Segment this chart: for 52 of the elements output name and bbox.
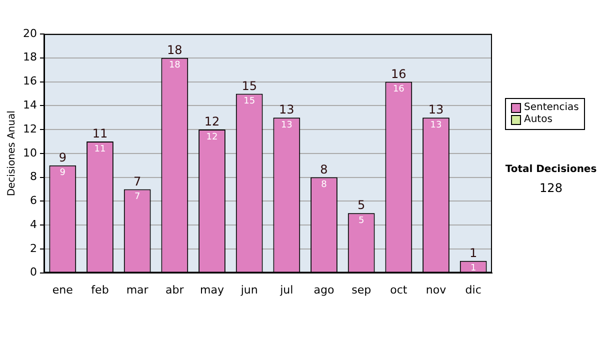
x-tick-label: feb	[91, 283, 109, 296]
data-label: 5	[358, 216, 364, 226]
x-tick-label: ene	[52, 283, 74, 296]
y-tick-label: 16	[22, 74, 37, 88]
x-tick-label: ago	[314, 283, 334, 296]
x-tick-label: oct	[390, 283, 408, 296]
data-label: 8	[321, 180, 328, 190]
total-label: 13	[428, 102, 444, 117]
data-label: 13	[280, 120, 292, 130]
x-tick-label: nov	[426, 283, 447, 296]
total-label: 11	[92, 126, 108, 141]
y-tick-label: 18	[22, 50, 37, 64]
data-label: 16	[392, 84, 405, 95]
y-tick-label: 20	[22, 26, 37, 40]
total-label: 5	[358, 198, 366, 212]
text: 128	[538, 181, 564, 195]
x-tick-label: mar	[126, 283, 149, 296]
data-label: 12	[206, 132, 218, 142]
y-tick-label: 14	[22, 98, 37, 112]
y-tick-label: 10	[22, 146, 37, 160]
data-label: 1	[470, 264, 476, 274]
data-label: 9	[60, 168, 66, 178]
total-label: 13	[279, 102, 294, 117]
legend-label: Sentencias	[524, 102, 579, 114]
total-label: 12	[204, 114, 220, 129]
y-tick-label: 0	[30, 266, 37, 279]
x-tick-label: sep	[352, 283, 372, 296]
total-label: 15	[242, 78, 257, 93]
total-label: 9	[58, 150, 66, 164]
data-label: 11	[94, 144, 106, 154]
total-label: 18	[167, 43, 182, 58]
x-tick-label: jun	[240, 283, 258, 296]
legend-label: Autos	[524, 114, 552, 126]
x-tick-label: may	[200, 283, 224, 296]
y-axis-title: Decisiones Anual	[6, 110, 18, 196]
data-label: 15	[244, 96, 256, 107]
data-label: 13	[430, 120, 442, 130]
y-tick-label: 2	[30, 242, 37, 255]
y-tick-label: 12	[22, 122, 37, 136]
total-label: 8	[320, 162, 328, 176]
total-label: 16	[391, 66, 406, 81]
y-tick-label: 8	[30, 170, 37, 184]
x-tick-label: abr	[166, 283, 184, 296]
data-label: 18	[168, 60, 181, 71]
total-label: 7	[134, 174, 142, 188]
y-tick-label: 4	[30, 218, 37, 231]
x-tick-label: jul	[279, 283, 294, 296]
text: Total Decisiones	[505, 164, 597, 175]
y-tick-label: 6	[30, 194, 37, 208]
data-label: 7	[134, 192, 140, 202]
total-label: 1	[470, 246, 478, 260]
x-tick-label: dic	[465, 283, 482, 296]
